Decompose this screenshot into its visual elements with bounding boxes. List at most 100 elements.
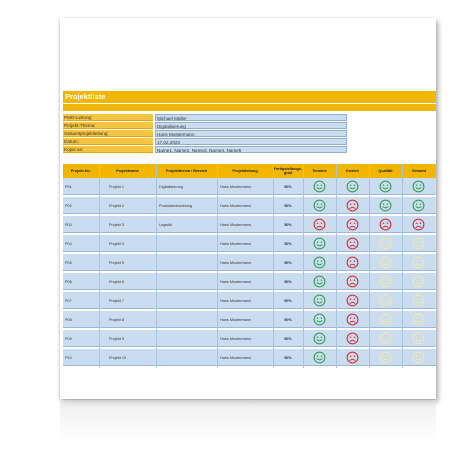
cell-leitung[interactable]: Hans Mustermann [220,222,252,227]
cell-grad[interactable]: 50% [284,184,292,189]
cell-nr[interactable]: P09 [65,336,72,341]
cell-thema[interactable] [159,235,217,252]
header-qualitaet: Qualität [378,168,393,173]
info-row-gesamtleitung: Gesamtprojektleitung: Hans Mustermann [63,130,353,137]
cell-leitung[interactable]: Hans Mustermann [220,355,252,360]
cell-name[interactable]: Projekt 6 [109,279,124,284]
cell-leitung[interactable]: Hans Mustermann [220,241,252,246]
cell-grad[interactable]: 50% [284,336,292,341]
smiley-face-icon-gesamt [412,332,425,345]
cell-thema[interactable] [159,254,217,271]
cell-leitung[interactable]: Hans Mustermann [220,260,252,265]
smiley-face-icon-gesamt [412,294,425,307]
sad-face-icon-kosten [346,275,359,288]
sad-face-icon-kosten [346,294,359,307]
info-value[interactable]: Hans Mustermann [155,130,347,137]
cell-thema[interactable] [159,273,217,290]
cell-nr[interactable]: P07 [65,298,72,303]
cell-thema[interactable]: Digitalisierung [159,184,183,189]
table-row: P08 Projekt 8 Hans Mustermann 50% [63,311,436,328]
cell-leitung[interactable]: Hans Mustermann [220,184,252,189]
smiley-face-icon-gesamt [412,237,425,250]
cell-grad[interactable]: 50% [284,279,292,284]
cell-thema[interactable] [159,330,217,347]
cell-name[interactable]: Projekt 7 [109,298,124,303]
smiley-face-icon-termine [313,237,326,250]
column-divider [217,164,218,368]
cell-grad[interactable]: 50% [284,298,292,303]
cell-name[interactable]: Projekt 8 [109,317,124,322]
cell-grad[interactable]: 50% [284,203,292,208]
smiley-face-icon-qualitaet [379,275,392,288]
info-value[interactable]: Name1, Name2, Name3, Name4, Name5 [155,146,347,153]
sad-face-icon-qualitaet [379,218,392,231]
cell-leitung[interactable]: Hans Mustermann [220,203,252,208]
sad-face-icon-kosten [346,332,359,345]
info-label: Datum: [63,138,153,145]
smiley-face-icon-gesamt [412,256,425,269]
cell-grad[interactable]: 50% [284,355,292,360]
cell-name[interactable]: Projekt 10 [109,355,127,360]
cell-name[interactable]: Projekt 3 [109,222,124,227]
table-row: P02 Projekt 2 Produktentwicklung Hans Muste… [63,197,436,214]
cell-name[interactable]: Projekt 5 [109,260,124,265]
cell-nr[interactable]: P03 [65,222,72,227]
smiley-face-icon-termine [313,275,326,288]
cell-leitung[interactable]: Hans Mustermann [220,279,252,284]
column-divider [99,164,100,368]
cell-grad[interactable]: 50% [284,241,292,246]
column-divider [303,164,304,368]
cell-nr[interactable]: P05 [65,260,72,265]
info-value[interactable]: 17.02.2023 [155,138,347,145]
cell-name[interactable]: Projekt 2 [109,203,124,208]
table-header: Projekt-Nr.: Projektname Projektthema / … [63,164,436,178]
cell-nr[interactable]: P04 [65,241,72,246]
cell-thema[interactable]: Logistik [159,222,172,227]
cell-nr[interactable]: P01 [65,184,72,189]
cell-nr[interactable]: P06 [65,279,72,284]
column-divider [402,164,403,368]
sad-face-icon-kosten [346,218,359,231]
info-row-kopie: Kopie an: Name1, Name2, Name3, Name4, Na… [63,146,353,153]
info-value[interactable]: Michael Müller [155,114,347,121]
cell-leitung[interactable]: Hans Mustermann [220,317,252,322]
cell-thema[interactable] [159,349,217,366]
cell-thema[interactable] [159,292,217,309]
cell-grad[interactable]: 50% [284,317,292,322]
sad-face-icon-gesamt [412,218,425,231]
cell-grad[interactable]: 50% [284,260,292,265]
cell-grad[interactable]: 50% [284,222,292,227]
smiley-face-icon-kosten [346,180,359,193]
sad-face-icon-kosten [346,313,359,326]
cell-nr[interactable]: P10 [65,355,72,360]
cell-nr[interactable]: P08 [65,317,72,322]
header-grad: Fertigstellungs-grad [273,166,303,176]
table-row: P10 Projekt 10 Hans Mustermann 50% [63,349,436,366]
smiley-face-icon-termine [313,313,326,326]
cell-nr[interactable]: P02 [65,203,72,208]
cell-leitung[interactable]: Hans Mustermann [220,298,252,303]
info-value[interactable]: Digitalisierung [155,122,347,129]
smiley-face-icon-qualitaet [379,332,392,345]
cell-thema[interactable]: Produktentwicklung [159,203,192,208]
smiley-face-icon-qualitaet [379,237,392,250]
title-bar: Projektliste [63,91,436,103]
sad-face-icon-kosten [346,351,359,364]
header-name: Projektname [116,168,139,173]
smiley-face-icon-gesamt [412,180,425,193]
header-leitung: Projektleitung [232,168,258,173]
smiley-face-icon-termine [313,351,326,364]
smiley-face-icon-qualitaet [379,199,392,212]
cell-name[interactable]: Projekt 4 [109,241,124,246]
cell-leitung[interactable]: Hans Mustermann [220,336,252,341]
page-title: Projektliste [65,92,106,101]
title-bar-strip [63,104,436,111]
smiley-face-icon-gesamt [412,313,425,326]
cell-name[interactable]: Projekt 1 [109,184,124,189]
table-row: P06 Projekt 6 Hans Mustermann 50% [63,273,436,290]
smiley-face-icon-gesamt [412,275,425,288]
cell-thema[interactable] [159,311,217,328]
cell-name[interactable]: Projekt 9 [109,336,124,341]
table-row: P05 Projekt 5 Hans Mustermann 50% [63,254,436,271]
info-label: Projekt-Thema: [63,122,153,129]
